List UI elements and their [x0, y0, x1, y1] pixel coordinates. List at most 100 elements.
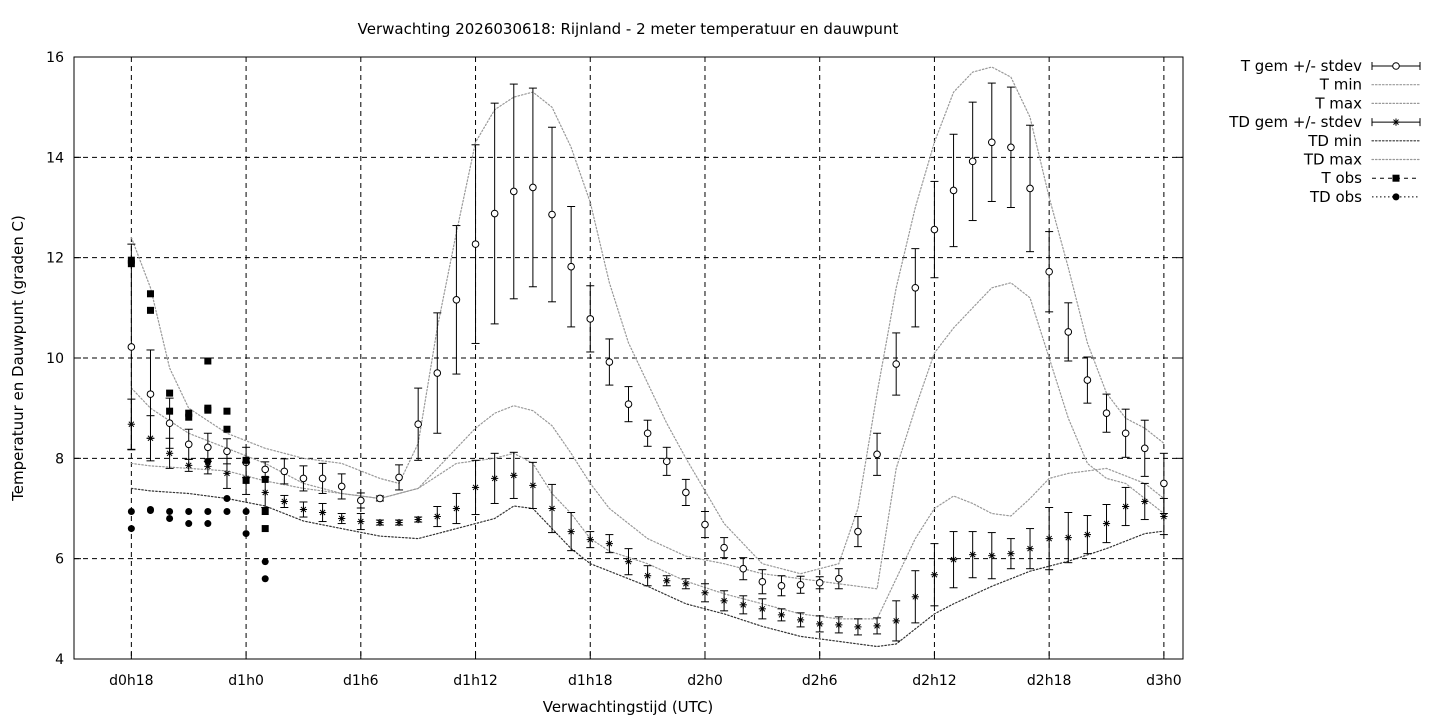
- t-obs-point: [204, 406, 212, 414]
- t-mean-point: [968, 157, 977, 166]
- asterisk-stroke: [950, 556, 957, 563]
- asterisk-stroke: [147, 435, 154, 442]
- t-max-line: [130, 66, 1165, 575]
- t-mean-point: [299, 474, 308, 483]
- asterisk-stroke: [453, 505, 460, 512]
- x-tick-label: d1h12: [453, 673, 497, 689]
- t-mean-point: [414, 420, 422, 429]
- asterisk-stroke: [415, 516, 422, 523]
- asterisk-stroke: [893, 617, 900, 624]
- td-mean-point: [491, 474, 499, 482]
- x-tick-label: d1h0: [228, 673, 264, 689]
- td-mean-point: [586, 536, 594, 544]
- asterisk-stroke: [1065, 534, 1072, 541]
- td-obs-point: [242, 508, 250, 516]
- y-axis-label: Temperatuur en Dauwpunt (graden C): [9, 215, 27, 502]
- y-tick-label: 6: [55, 552, 64, 568]
- asterisk-stroke: [300, 506, 307, 513]
- t-mean-point: [987, 138, 996, 147]
- asterisk-stroke: [338, 515, 345, 522]
- x-tick-label: d0h18: [109, 673, 153, 689]
- td-obs-point: [166, 515, 174, 523]
- td-mean-point: [911, 593, 919, 601]
- td-mean-point: [1141, 497, 1149, 506]
- td-mean-point: [816, 620, 824, 628]
- t-mean-point: [777, 581, 786, 590]
- td-obs-point: [127, 508, 135, 516]
- asterisk-stroke: [472, 484, 479, 491]
- asterisk-stroke: [740, 601, 747, 608]
- td-obs-point: [261, 558, 269, 566]
- td-mean-point: [318, 508, 327, 517]
- legend-label: T gem +/- stdev: [1240, 57, 1362, 75]
- t-mean-point: [548, 210, 556, 219]
- t-mean-point: [1121, 429, 1130, 438]
- asterisk-stroke: [1122, 503, 1129, 510]
- td-mean-point: [988, 552, 996, 560]
- td-mean-point: [835, 621, 843, 629]
- t-obs-point: [204, 357, 212, 365]
- asterisk-stroke: [281, 498, 288, 505]
- t-obs-point: [166, 389, 174, 397]
- asterisk-stroke: [912, 593, 919, 600]
- y-tick-label: 4: [55, 652, 64, 668]
- asterisk-stroke: [1161, 513, 1167, 520]
- td-mean-point: [777, 611, 786, 619]
- t-obs-point: [242, 456, 250, 464]
- asterisk-stroke: [1046, 535, 1053, 542]
- td-mean-point: [949, 556, 958, 564]
- td-obs-point: [185, 508, 193, 516]
- t-mean-point: [586, 315, 595, 323]
- td-mean-point: [1064, 533, 1072, 542]
- asterisk-stroke: [1141, 498, 1148, 505]
- asterisk-stroke: [262, 489, 269, 496]
- t-mean-point: [376, 494, 384, 503]
- asterisk-stroke: [549, 505, 555, 512]
- t-mean-point: [127, 343, 136, 351]
- x-tick-label: d2h6: [802, 673, 838, 689]
- t-obs-point: [146, 306, 154, 314]
- t-mean-point: [146, 390, 155, 398]
- legend-dot-marker: [1392, 193, 1400, 201]
- td-obs-point: [146, 506, 154, 514]
- t-obs-point: [261, 475, 269, 483]
- td-mean-point: [758, 605, 766, 613]
- t-mean-point: [605, 358, 614, 366]
- t-obs-point: [127, 260, 135, 268]
- asterisk-stroke: [1027, 545, 1033, 552]
- chart-title: Verwachting 2026030618: Rijnland - 2 met…: [358, 20, 899, 38]
- td-mean-point: [223, 469, 231, 477]
- asterisk-stroke: [185, 462, 192, 469]
- td-obs-point: [223, 508, 231, 516]
- t-obs-point: [223, 425, 231, 433]
- td-mean-point: [1045, 535, 1053, 543]
- td-mean-point: [471, 483, 480, 492]
- asterisk-stroke: [797, 616, 804, 623]
- td-mean-point: [127, 420, 135, 428]
- asterisk-stroke: [855, 624, 861, 630]
- legend-label: TD min: [1307, 132, 1362, 150]
- td-mean-point: [854, 623, 862, 631]
- asterisk-stroke: [568, 528, 575, 535]
- td-mean-point: [1007, 550, 1015, 558]
- y-tick-label: 14: [46, 150, 64, 166]
- t-mean-point: [758, 577, 767, 586]
- y-tick-label: 8: [55, 451, 64, 467]
- td-mean-point: [452, 504, 461, 513]
- td-mean-point: [969, 551, 977, 559]
- t-mean-point: [835, 574, 843, 583]
- t-mean-point: [892, 360, 900, 368]
- td-mean-point: [1122, 502, 1130, 511]
- asterisk-stroke: [816, 621, 823, 627]
- t-obs-point: [185, 413, 193, 421]
- t-mean-point: [184, 440, 193, 449]
- t-mean-point: [1140, 444, 1149, 453]
- asterisk-stroke: [128, 421, 135, 428]
- t-mean-point: [720, 543, 728, 552]
- td-obs-point: [127, 525, 135, 533]
- y-tick-label: 10: [46, 351, 64, 367]
- t-obs-point: [127, 256, 135, 264]
- t-mean-point: [854, 527, 862, 536]
- asterisk-stroke: [625, 558, 632, 565]
